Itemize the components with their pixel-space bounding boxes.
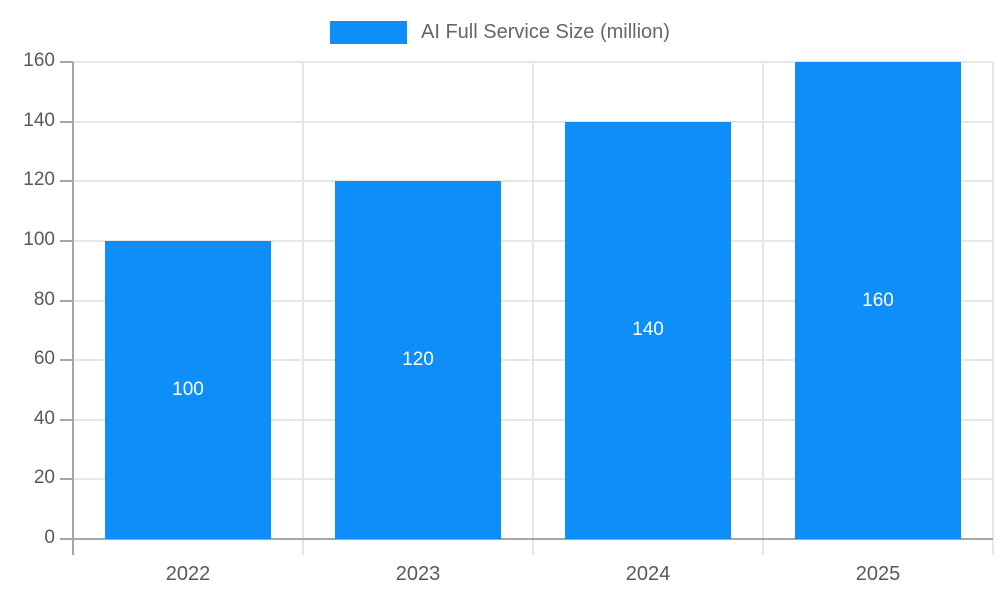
- x-axis-line: [73, 538, 993, 540]
- x-tick-label: 2022: [165, 563, 211, 585]
- bar: [105, 241, 271, 539]
- y-tick-label: 20: [33, 467, 55, 489]
- y-axis-tick: [60, 538, 73, 540]
- bar-value-label: 140: [632, 319, 664, 340]
- y-tick-label: 0: [44, 527, 55, 548]
- x-tick-label: 2023: [395, 563, 441, 585]
- x-tick-label: 2025: [855, 563, 901, 585]
- bar: [335, 181, 501, 539]
- gridline-x: [762, 62, 764, 539]
- legend-item[interactable]: AI Full Service Size (million): [0, 21, 1000, 44]
- bar: [795, 62, 961, 539]
- x-tick-label: 2024: [625, 563, 671, 585]
- x-axis-tick: [532, 539, 534, 555]
- x-axis-tick: [762, 539, 764, 555]
- x-axis-tick: [302, 539, 304, 555]
- y-tick-label: 80: [33, 288, 55, 310]
- y-tick-label: 60: [33, 348, 55, 370]
- y-tick-label: 40: [33, 407, 55, 429]
- bar-value-label: 120: [402, 349, 434, 370]
- gridline-x: [302, 62, 304, 539]
- gridline-x: [992, 62, 994, 539]
- y-axis-tick: [60, 418, 73, 421]
- y-axis-tick: [60, 120, 73, 123]
- legend-swatch: [330, 21, 408, 44]
- y-tick-label: 100: [23, 228, 55, 250]
- y-axis-line: [72, 62, 74, 555]
- gridline-x: [532, 62, 534, 539]
- y-axis-tick: [60, 180, 73, 183]
- x-axis-tick: [992, 539, 994, 555]
- legend-label: AI Full Service Size (million): [421, 21, 670, 43]
- y-axis-tick: [60, 359, 73, 362]
- y-axis-tick: [60, 478, 73, 481]
- y-axis-tick: [60, 299, 73, 302]
- y-tick-label: 140: [23, 109, 55, 131]
- y-axis-tick: [60, 61, 73, 63]
- y-tick-label: 120: [23, 169, 55, 191]
- y-axis-tick: [60, 239, 73, 242]
- bar-value-label: 160: [862, 290, 894, 311]
- bar-value-label: 100: [172, 379, 204, 400]
- bar: [565, 122, 731, 539]
- y-tick-label: 160: [23, 50, 55, 71]
